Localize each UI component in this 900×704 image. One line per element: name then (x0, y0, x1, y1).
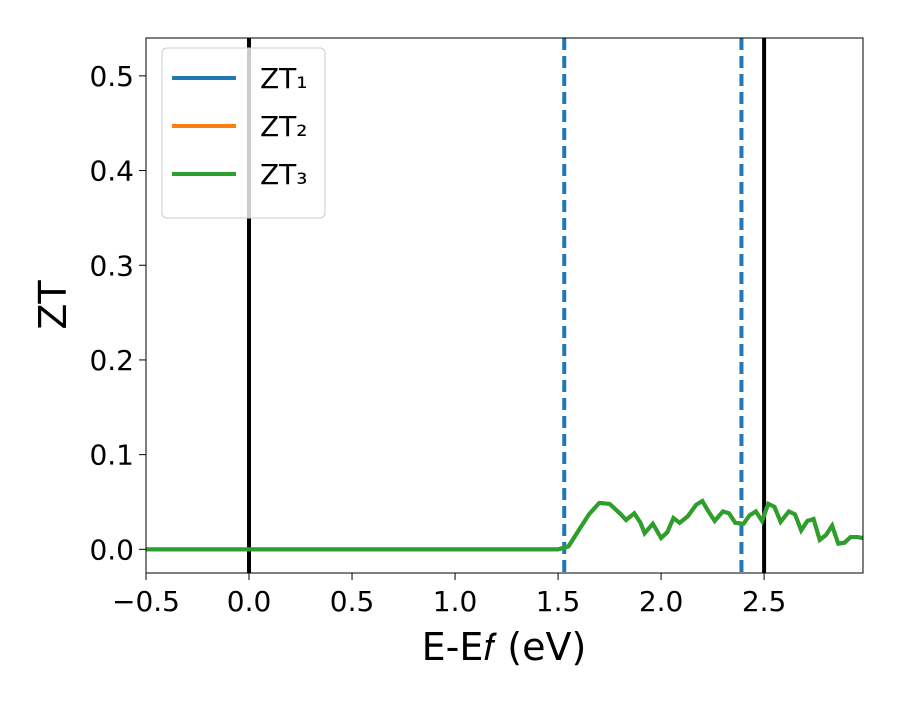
series-line (146, 498, 863, 552)
y-tick-label: 0.0 (89, 533, 134, 566)
x-tick-label: 2.5 (742, 585, 787, 618)
y-tick-label: 0.1 (89, 439, 134, 472)
x-tick-label: 1.5 (536, 585, 581, 618)
y-tick-label: 0.2 (89, 344, 134, 377)
series-line (146, 498, 863, 552)
x-tick-label: 2.0 (639, 585, 684, 618)
y-tick-label: 0.3 (89, 249, 134, 282)
series-line (146, 498, 863, 552)
legend-label: ZT₂ (260, 110, 308, 143)
y-tick-label: 0.5 (89, 60, 134, 93)
x-axis-label: E-E𝑓 (eV) (422, 625, 587, 669)
y-axis-label: ZT (31, 280, 75, 330)
x-tick-label: 0.5 (330, 585, 375, 618)
legend-label: ZT₁ (260, 62, 308, 95)
x-tick-label: 0.0 (227, 585, 272, 618)
legend-label: ZT₃ (260, 158, 308, 191)
x-tick-label: −0.5 (112, 585, 180, 618)
plot-frame (145, 37, 864, 574)
y-tick-label: 0.4 (89, 155, 134, 188)
x-tick-label: 1.0 (433, 585, 478, 618)
